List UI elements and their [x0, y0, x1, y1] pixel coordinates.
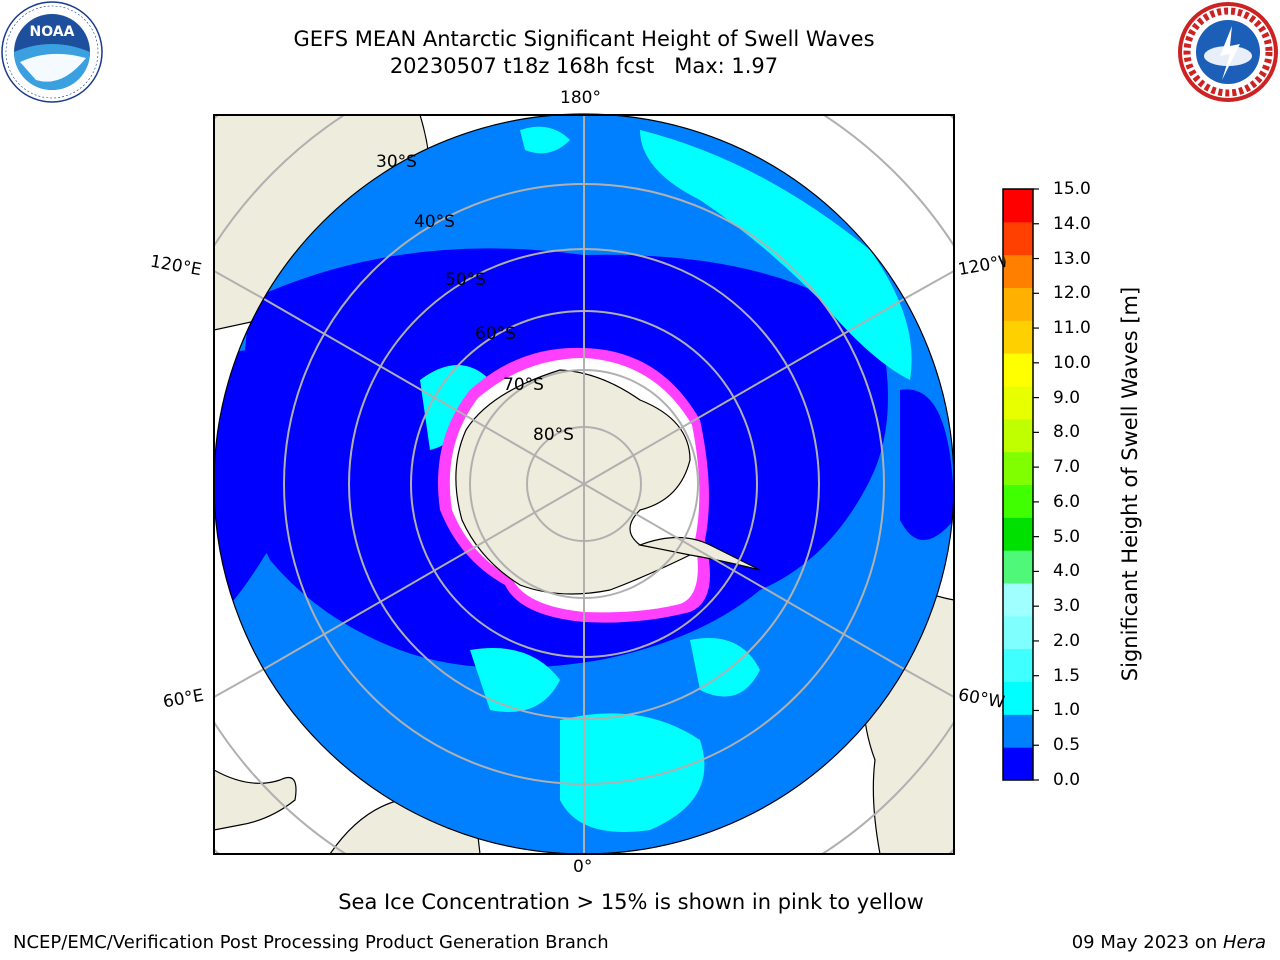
colorbar-tick-label: 7.0: [1053, 457, 1081, 478]
sea-ice-caption: Sea Ice Concentration > 15% is shown in …: [338, 890, 924, 914]
swell-patch-s: [560, 713, 705, 832]
colorbar-segment: [1003, 418, 1033, 453]
colorbar: [1002, 188, 1039, 781]
colorbar-segment: [1003, 386, 1033, 420]
colorbar-tick-label: 6.0: [1053, 491, 1081, 512]
parallel-label-80s: 80°S: [533, 425, 574, 445]
colorbar-segment: [1003, 221, 1033, 256]
colorbar-tick-label: 8.0: [1053, 422, 1081, 443]
colorbar-tick-label: 1.0: [1053, 700, 1081, 721]
colorbar-tick-label: 2.0: [1053, 630, 1081, 651]
colorbar-segment: [1003, 747, 1033, 781]
colorbar-tick-label: 0.5: [1053, 735, 1081, 756]
parallel-label-60s: 60°S: [475, 324, 516, 344]
low-swell-patch-e: [900, 389, 954, 540]
colorbar-frame: [1002, 188, 1034, 781]
colorbar-segment: [1003, 451, 1033, 485]
colorbar-segment: [1003, 189, 1033, 223]
africa-land: [214, 769, 297, 831]
colorbar-segment: [1003, 320, 1033, 354]
colorbar-segment: [1003, 648, 1033, 682]
low-swell-patch-w: [214, 348, 330, 620]
noaa-logo: NOAA: [1, 1, 103, 103]
parallel-label-30s: 30°S: [376, 152, 417, 172]
colorbar-tick-label: 11.0: [1053, 318, 1091, 339]
meridian-label-0: 0°: [573, 857, 593, 877]
colorbar-segment: [1003, 714, 1033, 748]
colorbar-segment: [1003, 583, 1033, 617]
svg-text:NOAA: NOAA: [30, 24, 75, 40]
colorbar-tick-label: 4.0: [1053, 561, 1081, 582]
colorbar-tick-label: 1.5: [1053, 665, 1081, 686]
parallel-label-40s: 40°S: [414, 212, 455, 232]
colorbar-tick-label: 5.0: [1053, 526, 1081, 547]
colorbar-tick-label: 15.0: [1053, 179, 1091, 199]
swell-patch-ne: [640, 130, 912, 380]
footer-credit: NCEP/EMC/Verification Post Processing Pr…: [13, 932, 609, 953]
colorbar-segment: [1003, 517, 1033, 551]
colorbar-tick-label: 13.0: [1053, 248, 1091, 269]
colorbar-segment: [1003, 681, 1033, 715]
antarctica-land: [455, 369, 701, 595]
colorbar-tick-label: 9.0: [1053, 387, 1081, 408]
footer-host: Hera: [1222, 932, 1266, 953]
parallel-label-50s: 50°S: [445, 270, 486, 290]
swell-patch-n: [520, 126, 570, 154]
chart-subtitle: 20230507 t18z 168h fcst Max: 1.97: [389, 54, 779, 78]
colorbar-segment: [1003, 353, 1033, 387]
chart-title: GEFS MEAN Antarctic Significant Height o…: [293, 27, 875, 51]
colorbar-tick-label: 3.0: [1053, 596, 1081, 617]
swell-patch-w: [420, 365, 490, 450]
footer-date: 09 May 2023 on Hera: [1071, 932, 1266, 953]
colorbar-tick-label: 10.0: [1053, 352, 1091, 373]
swell-patch-se: [690, 638, 760, 697]
graticule: [214, 114, 954, 854]
colorbar-title: Significant Height of Swell Waves [m]: [1118, 286, 1142, 682]
map-frame: [213, 114, 955, 855]
nws-logo: [1178, 2, 1278, 102]
colorbar-segment: [1003, 254, 1033, 288]
colorbar-tick-label: 12.0: [1053, 283, 1091, 304]
colorbar-segment: [1003, 615, 1033, 650]
colorbar-segment: [1003, 550, 1033, 584]
colorbar-segment: [1003, 484, 1033, 518]
meridian-label-180: 180°: [560, 88, 601, 108]
colorbar-tick-label: 14.0: [1053, 213, 1091, 234]
colorbar-tick-label: 0.0: [1053, 770, 1081, 790]
colorbar-segment: [1003, 287, 1033, 321]
swell-patch-sw: [470, 648, 560, 712]
parallel-label-70s: 70°S: [503, 375, 544, 395]
